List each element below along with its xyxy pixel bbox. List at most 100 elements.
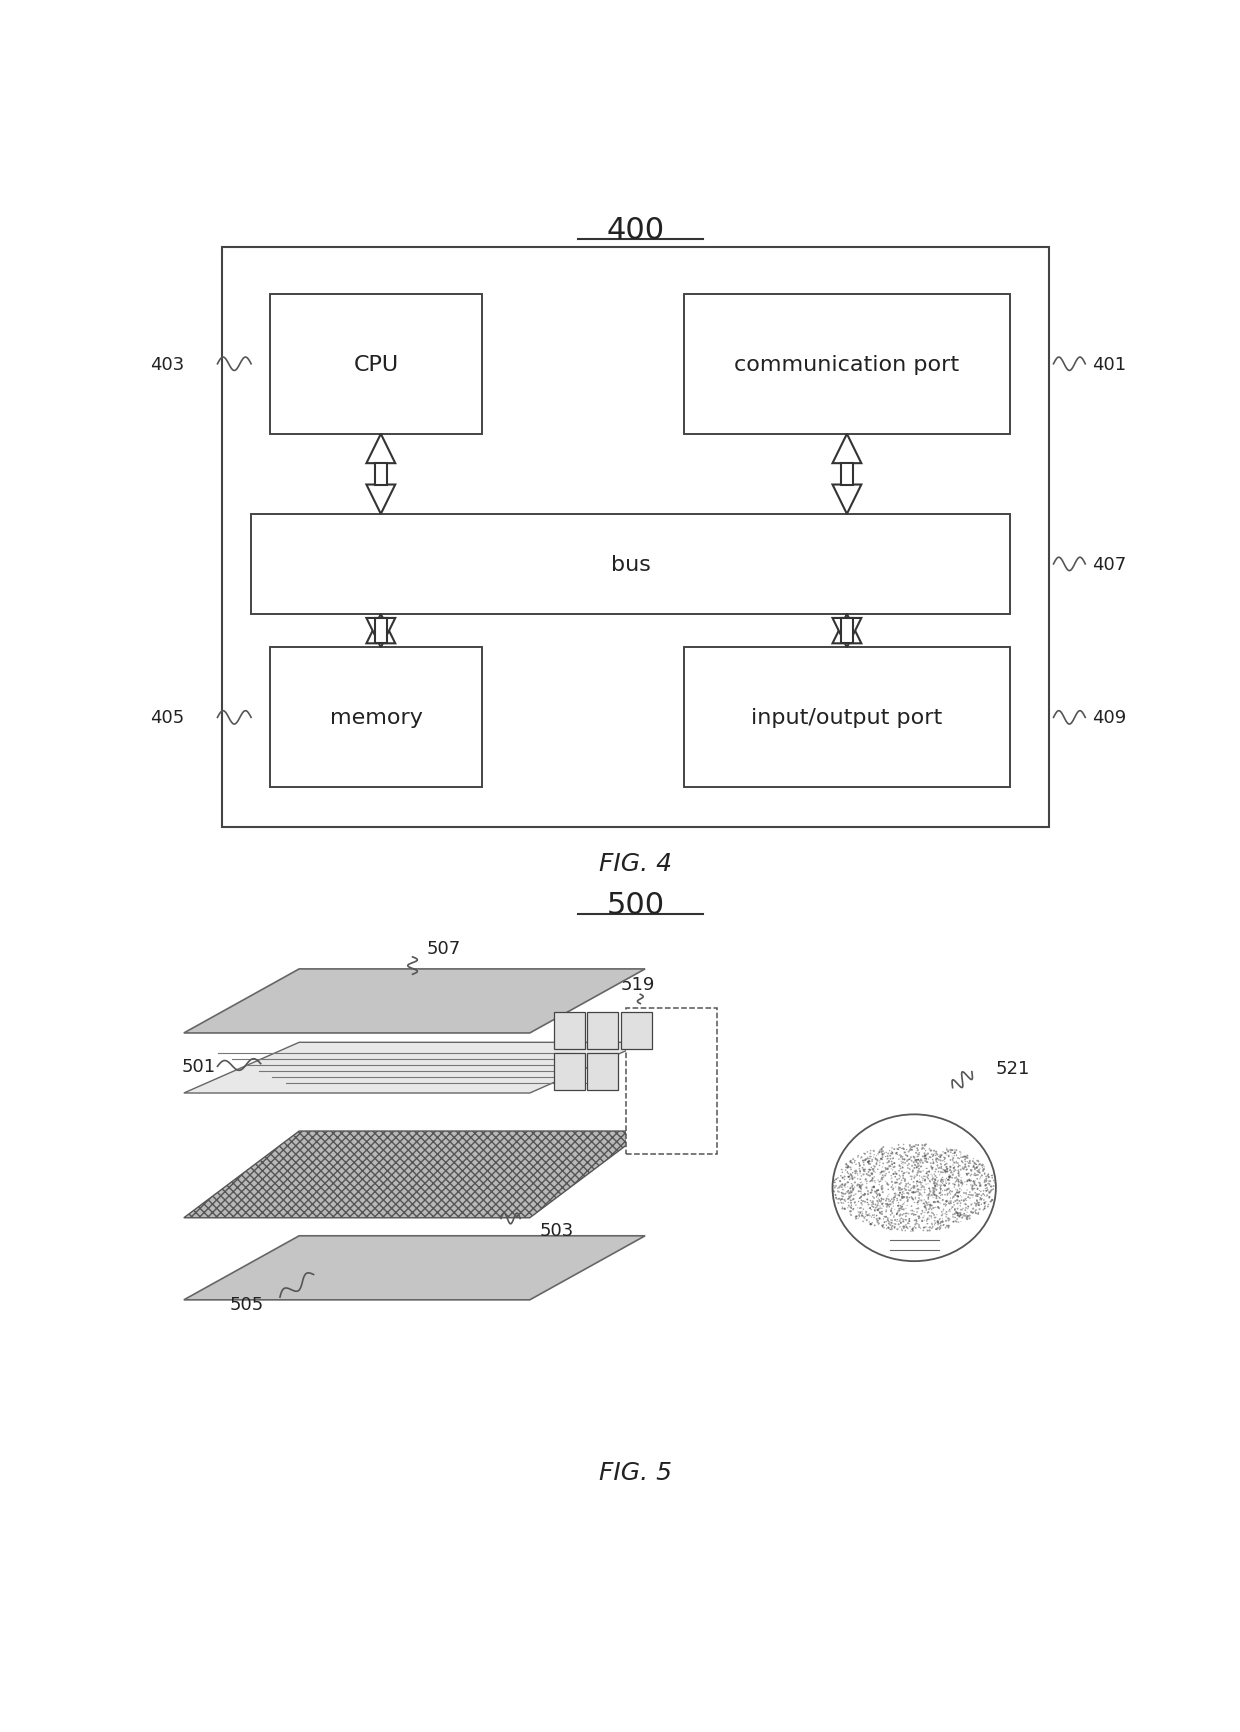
Point bbox=[955, 1150, 975, 1178]
Point bbox=[973, 1186, 993, 1214]
Text: 401: 401 bbox=[1092, 355, 1126, 374]
Point bbox=[843, 1164, 863, 1192]
Point bbox=[872, 1159, 892, 1186]
Point bbox=[924, 1141, 944, 1169]
Point bbox=[905, 1185, 925, 1212]
Point bbox=[866, 1197, 885, 1225]
Point bbox=[975, 1190, 994, 1218]
Point bbox=[893, 1154, 913, 1181]
Point bbox=[954, 1195, 973, 1223]
Point bbox=[919, 1174, 939, 1202]
Text: 511: 511 bbox=[594, 1067, 613, 1077]
Point bbox=[863, 1183, 883, 1211]
Point bbox=[882, 1162, 901, 1190]
Point bbox=[880, 1212, 900, 1240]
Point bbox=[861, 1211, 880, 1238]
Point bbox=[872, 1145, 892, 1173]
Point bbox=[971, 1164, 991, 1192]
Point bbox=[880, 1207, 900, 1235]
Point bbox=[841, 1197, 861, 1225]
Point bbox=[883, 1140, 903, 1167]
Point bbox=[861, 1140, 880, 1167]
Point bbox=[854, 1205, 874, 1233]
Point bbox=[900, 1133, 920, 1160]
Point bbox=[919, 1185, 939, 1212]
Point bbox=[905, 1162, 925, 1190]
Point bbox=[925, 1173, 945, 1200]
Point bbox=[903, 1133, 923, 1160]
Point bbox=[954, 1188, 973, 1216]
Point bbox=[928, 1171, 947, 1199]
Point bbox=[967, 1183, 987, 1211]
Point bbox=[841, 1148, 861, 1176]
Point bbox=[884, 1154, 904, 1181]
Point bbox=[914, 1202, 934, 1230]
Point bbox=[878, 1140, 898, 1167]
Point bbox=[971, 1173, 991, 1200]
Point bbox=[954, 1155, 973, 1183]
Point bbox=[949, 1157, 968, 1185]
Point bbox=[909, 1141, 929, 1169]
Point bbox=[961, 1157, 981, 1185]
Polygon shape bbox=[367, 615, 396, 644]
Point bbox=[849, 1150, 869, 1178]
Point bbox=[872, 1200, 892, 1228]
Point bbox=[909, 1143, 929, 1171]
Point bbox=[983, 1173, 1003, 1200]
Point bbox=[931, 1209, 951, 1237]
Point bbox=[908, 1141, 928, 1169]
Point bbox=[841, 1178, 861, 1205]
Point bbox=[905, 1148, 925, 1176]
Point bbox=[825, 1178, 844, 1205]
Point bbox=[926, 1138, 946, 1166]
Point bbox=[918, 1159, 937, 1186]
Point bbox=[838, 1188, 858, 1216]
Point bbox=[970, 1181, 990, 1209]
Point bbox=[890, 1186, 910, 1214]
Point bbox=[934, 1197, 954, 1225]
Point bbox=[950, 1178, 970, 1205]
Point bbox=[945, 1136, 965, 1164]
Point bbox=[873, 1143, 893, 1171]
Point bbox=[832, 1186, 852, 1214]
Point bbox=[935, 1181, 955, 1209]
Point bbox=[920, 1176, 940, 1204]
Point bbox=[936, 1141, 956, 1169]
Point bbox=[944, 1171, 963, 1199]
Point bbox=[935, 1150, 955, 1178]
Point bbox=[910, 1167, 930, 1195]
Point bbox=[853, 1202, 873, 1230]
Point bbox=[931, 1199, 951, 1226]
Point bbox=[955, 1169, 975, 1197]
Point bbox=[925, 1167, 945, 1195]
Point bbox=[877, 1192, 897, 1219]
Point bbox=[956, 1195, 976, 1223]
Text: 405: 405 bbox=[150, 708, 184, 727]
Polygon shape bbox=[184, 1131, 645, 1218]
Point bbox=[890, 1155, 910, 1183]
Point bbox=[858, 1148, 878, 1176]
Point bbox=[862, 1176, 882, 1204]
Point bbox=[929, 1188, 949, 1216]
Point bbox=[861, 1211, 880, 1238]
Point bbox=[963, 1167, 983, 1195]
Point bbox=[858, 1190, 878, 1218]
Point bbox=[957, 1145, 977, 1173]
Point bbox=[986, 1178, 1006, 1205]
Point bbox=[893, 1134, 913, 1162]
Point bbox=[914, 1162, 934, 1190]
Point bbox=[923, 1162, 942, 1190]
Point bbox=[957, 1167, 977, 1195]
Point bbox=[940, 1167, 960, 1195]
Point bbox=[868, 1190, 888, 1218]
Point bbox=[931, 1173, 951, 1200]
Point bbox=[923, 1199, 942, 1226]
Point bbox=[923, 1143, 942, 1171]
Point bbox=[952, 1197, 972, 1225]
Point bbox=[949, 1171, 968, 1199]
Point bbox=[878, 1148, 898, 1176]
Point bbox=[888, 1141, 908, 1169]
Point bbox=[934, 1192, 954, 1219]
Point bbox=[898, 1155, 918, 1183]
Point bbox=[962, 1176, 982, 1204]
